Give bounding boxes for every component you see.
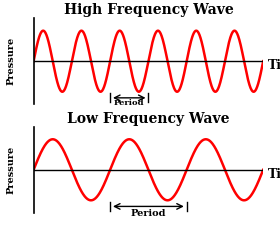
Title: High Frequency Wave: High Frequency Wave xyxy=(64,3,233,17)
Text: Period: Period xyxy=(131,209,166,218)
Text: Pressure: Pressure xyxy=(6,37,15,85)
Text: Pressure: Pressure xyxy=(6,146,15,194)
Title: Low Frequency Wave: Low Frequency Wave xyxy=(67,112,230,126)
Text: Time: Time xyxy=(268,167,280,181)
Text: Time: Time xyxy=(268,59,280,72)
Text: Period: Period xyxy=(114,99,144,107)
